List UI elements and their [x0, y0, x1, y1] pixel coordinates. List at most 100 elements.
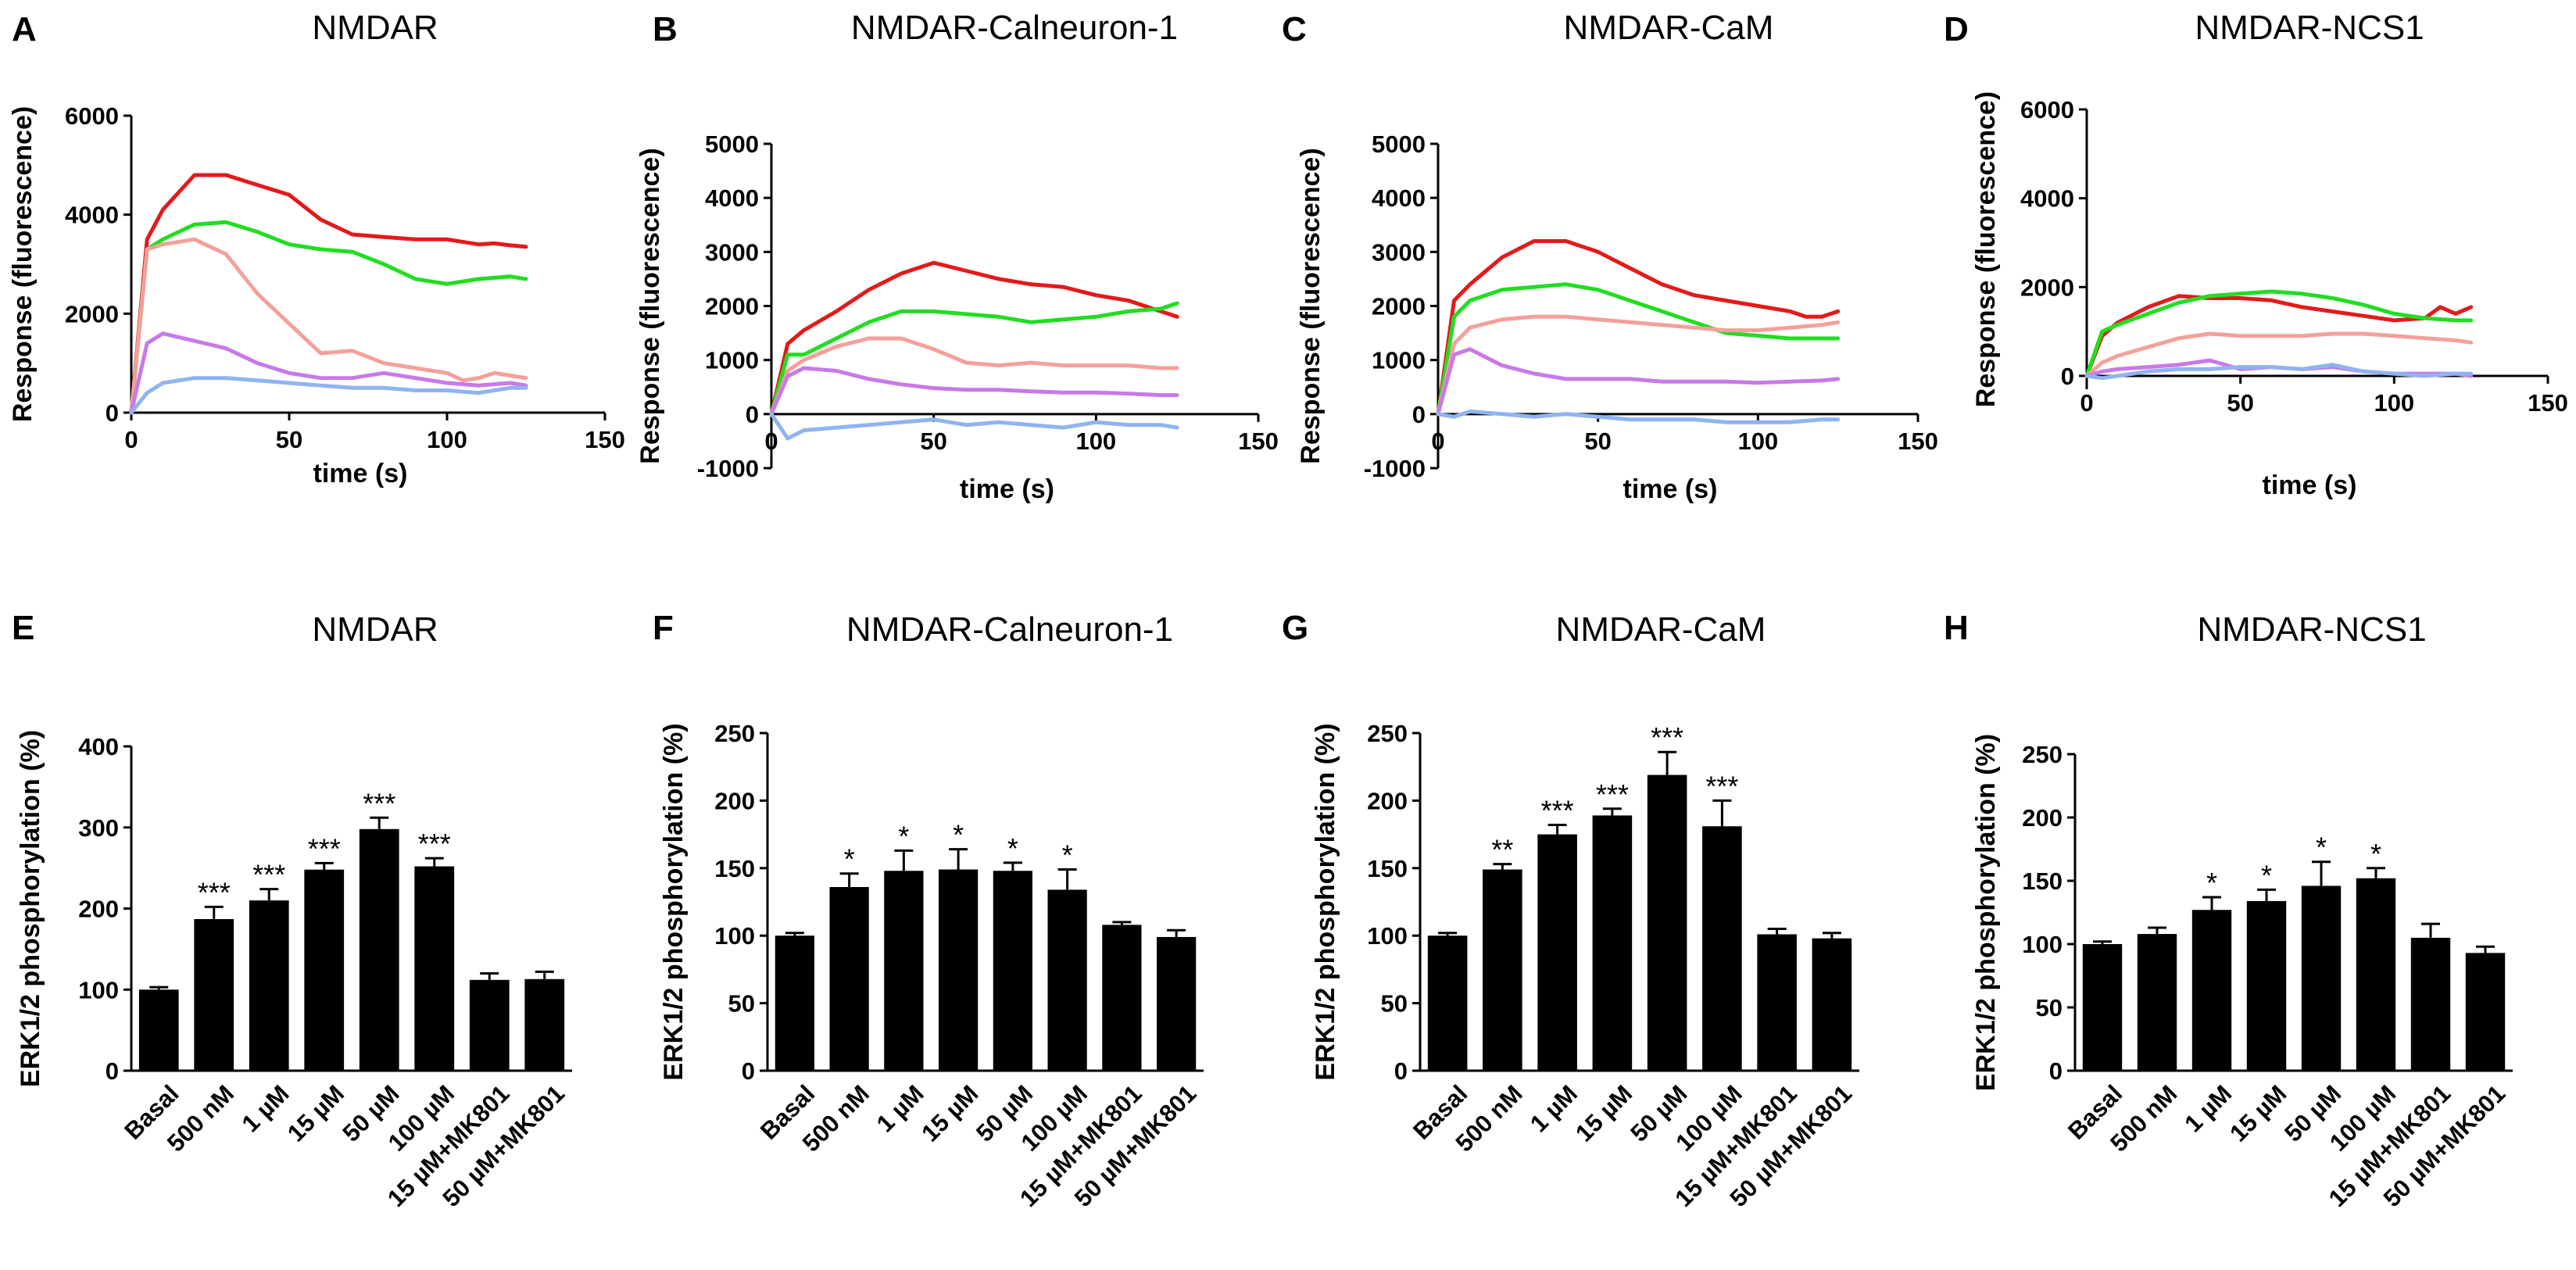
- series-line-red: [129, 173, 528, 415]
- chart-title: NMDAR-NCS1: [2195, 9, 2424, 47]
- x-tick-label: 100: [1737, 428, 1778, 455]
- panel-label: H: [1944, 609, 1969, 647]
- significance-marker: *: [2316, 832, 2327, 864]
- y-tick-label: 250: [1367, 720, 1408, 747]
- y-tick-label: 0: [746, 401, 759, 428]
- y-tick-label: 0: [106, 1057, 119, 1085]
- series-line-pink: [769, 336, 1179, 417]
- y-tick-label: 6000: [65, 102, 119, 130]
- x-tick-label: 150: [585, 426, 625, 453]
- series-line-pink: [1436, 314, 1841, 417]
- series-line-green: [769, 301, 1179, 417]
- chart-title: NMDAR-Calneuron-1: [846, 610, 1173, 649]
- y-tick-label: 5000: [705, 131, 759, 158]
- series-line-blue: [769, 412, 1179, 441]
- significance-marker: *: [898, 820, 909, 852]
- y-tick-label: 0: [2061, 363, 2074, 390]
- panel-label: C: [1282, 10, 1307, 48]
- y-tick-label: 50: [1381, 990, 1408, 1018]
- bar: [1647, 775, 1687, 1071]
- series-line-violet: [1436, 347, 1841, 417]
- y-axis-label: ERK1/2 phosphorylation (%): [659, 723, 689, 1080]
- x-category-label: 15 µM: [282, 1080, 349, 1147]
- y-axis-label: Response (fluorescence): [635, 148, 665, 463]
- bar: [1702, 826, 1742, 1071]
- significance-marker: ***: [1541, 795, 1574, 827]
- significance-marker: *: [1062, 839, 1073, 871]
- y-tick-label: 0: [106, 399, 119, 427]
- series-line-green: [1436, 282, 1841, 417]
- significance-marker: ***: [1651, 721, 1683, 753]
- panel-label: D: [1944, 10, 1969, 48]
- series-line-green: [2084, 289, 2474, 378]
- y-tick-label: 2000: [705, 293, 759, 320]
- bar: [2137, 934, 2177, 1071]
- bar: [2465, 953, 2506, 1071]
- y-tick-label: 3000: [705, 238, 759, 266]
- panel-label: A: [12, 10, 37, 48]
- y-tick-label: 2000: [1372, 293, 1426, 320]
- y-tick-label: 150: [714, 855, 755, 882]
- y-tick-label: 200: [714, 787, 755, 814]
- y-tick-label: 4000: [1372, 184, 1426, 212]
- bar: [1483, 869, 1522, 1071]
- bar: [775, 936, 814, 1071]
- y-tick-label: 4000: [705, 184, 759, 212]
- y-tick-label: 400: [78, 733, 119, 760]
- y-tick-label: 50: [728, 990, 755, 1018]
- panel-label: G: [1282, 609, 1308, 647]
- significance-marker: ***: [1596, 778, 1629, 810]
- y-axis-label: Response (fluorescence): [1971, 91, 2001, 407]
- bar: [304, 869, 345, 1071]
- panel-label: F: [653, 609, 674, 647]
- bar: [138, 989, 179, 1071]
- x-category-label: 15 µM: [2224, 1080, 2292, 1147]
- significance-marker: *: [2370, 838, 2381, 870]
- series-line-red: [1436, 239, 1841, 417]
- y-tick-label: 100: [2022, 931, 2063, 958]
- chart-h: H NMDAR-NCS1 0 50 100 150 200 250 ERK1/2 phospho…: [1944, 609, 2513, 1212]
- x-tick-label: 100: [2374, 389, 2414, 417]
- significance-marker: *: [844, 843, 855, 875]
- bar: [359, 828, 399, 1071]
- y-tick-label: 100: [78, 976, 119, 1003]
- y-tick-label: 0: [742, 1057, 755, 1085]
- y-tick-label: 300: [78, 814, 119, 842]
- significance-marker: ***: [363, 787, 395, 819]
- y-axis-label: ERK1/2 phosphorylation (%): [16, 730, 45, 1087]
- y-tick-label: 2000: [65, 300, 119, 327]
- y-tick-label: 4000: [65, 202, 119, 229]
- y-axis-label: ERK1/2 phosphorylation (%): [1971, 734, 2001, 1091]
- bar: [1537, 834, 1577, 1071]
- x-tick-label: 50: [276, 426, 302, 453]
- x-tick-label: 50: [1584, 428, 1611, 455]
- chart-title: NMDAR: [312, 610, 438, 649]
- y-tick-label: 5000: [1372, 131, 1426, 158]
- bar: [2410, 937, 2451, 1071]
- x-axis-label: time (s): [960, 474, 1054, 504]
- y-axis-label: Response (fluorescence): [1296, 148, 1326, 463]
- series-line-pink: [2084, 331, 2474, 378]
- chart-title: NMDAR-CaM: [1556, 610, 1766, 649]
- chart-title: NMDAR-NCS1: [2197, 610, 2426, 649]
- bar: [1047, 889, 1087, 1071]
- chart-f: F NMDAR-Calneuron-1 0 50 100 150 200 250 ERK1/2 …: [653, 609, 1204, 1212]
- y-axis-label: ERK1/2 phosphorylation (%): [1311, 723, 1340, 1080]
- y-tick-label: 4000: [2020, 185, 2074, 213]
- bar: [939, 869, 979, 1071]
- bar: [884, 871, 924, 1071]
- x-axis-label: time (s): [313, 459, 408, 488]
- bar: [2356, 878, 2396, 1071]
- significance-marker: **: [1491, 834, 1513, 866]
- y-tick-label: 250: [2022, 741, 2063, 768]
- x-tick-label: 100: [427, 426, 467, 453]
- x-tick-label: 150: [1238, 428, 1279, 455]
- y-tick-label: 6000: [2020, 96, 2074, 123]
- bar: [2246, 900, 2287, 1071]
- significance-marker: *: [1007, 832, 1018, 864]
- chart-title: NMDAR-CaM: [1564, 9, 1774, 47]
- bar: [1427, 936, 1468, 1071]
- y-tick-label: -1000: [697, 455, 759, 482]
- y-tick-label: 50: [2036, 994, 2063, 1021]
